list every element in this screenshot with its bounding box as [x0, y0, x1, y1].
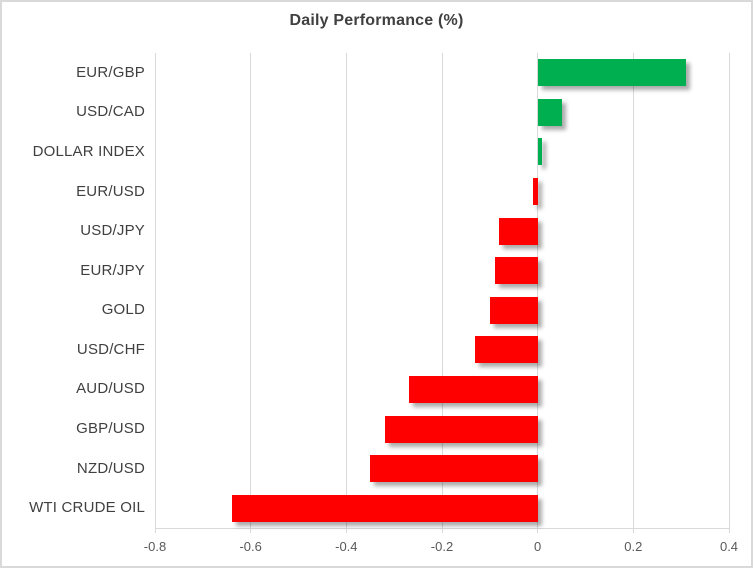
category-label-gold: GOLD	[101, 301, 145, 319]
bar-eur-jpy	[494, 257, 538, 285]
bar-aud-usd	[408, 375, 538, 403]
axis-tick	[632, 528, 634, 533]
x-tick-label: 0	[534, 539, 542, 554]
category-label-nzd-usd: NZD/USD	[76, 459, 145, 477]
x-tick-label: -0.2	[430, 539, 454, 554]
category-label-eur-gbp: EUR/GBP	[76, 63, 145, 81]
bar-nzd-usd	[370, 455, 538, 483]
gridline	[537, 53, 539, 528]
bar-eur-gbp	[537, 59, 686, 87]
category-label-aud-usd: AUD/USD	[76, 380, 145, 398]
bar-usd-chf	[475, 336, 538, 364]
x-tick-label: -0.4	[335, 539, 358, 554]
axis-tick	[154, 528, 156, 533]
bar-usd-jpy	[499, 217, 538, 245]
gridline	[250, 53, 252, 528]
x-axis-line	[155, 528, 729, 529]
category-label-usd-jpy: USD/JPY	[80, 222, 145, 240]
category-label-usd-cad: USD/CAD	[76, 103, 145, 121]
bar-wti-crude-oil	[231, 494, 538, 522]
axis-tick	[441, 528, 443, 533]
bar-usd-cad	[537, 98, 562, 126]
bar-gold	[489, 296, 538, 324]
axis-tick	[728, 528, 730, 533]
category-label-wti-crude-oil: WTI CRUDE OIL	[29, 499, 145, 517]
x-tick-label: -0.8	[143, 539, 167, 554]
category-label-dollar-index: DOLLAR INDEX	[32, 142, 145, 160]
bar-eur-usd	[532, 178, 538, 206]
category-label-eur-jpy: EUR/JPY	[80, 261, 145, 279]
category-label-gbp-usd: GBP/USD	[76, 420, 145, 438]
axis-tick	[537, 528, 539, 533]
gridline	[345, 53, 347, 528]
axis-tick	[345, 528, 347, 533]
chart-title: Daily Performance (%)	[289, 12, 464, 29]
x-tick-label: -0.6	[239, 539, 262, 554]
gridline	[728, 53, 730, 528]
x-tick-label: 0.2	[624, 539, 643, 554]
gridline	[632, 53, 634, 528]
category-label-eur-usd: EUR/USD	[76, 182, 145, 200]
gridline	[441, 53, 443, 528]
gridline	[154, 53, 156, 528]
category-label-usd-chf: USD/CHF	[76, 340, 145, 358]
axis-tick	[250, 528, 252, 533]
x-tick-label: 0.4	[719, 539, 739, 554]
bar-dollar-index	[537, 138, 543, 166]
bar-gbp-usd	[384, 415, 538, 443]
